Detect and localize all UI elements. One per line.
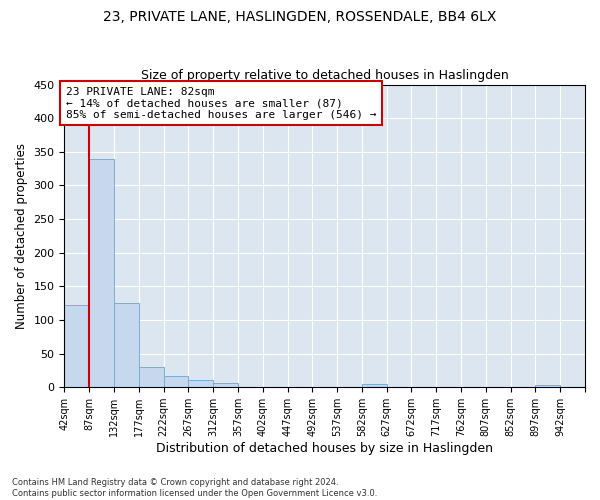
Bar	[188, 380, 213, 387]
Text: Contains HM Land Registry data © Crown copyright and database right 2024.
Contai: Contains HM Land Registry data © Crown c…	[12, 478, 377, 498]
Bar	[64, 305, 89, 387]
Text: 23, PRIVATE LANE, HASLINGDEN, ROSSENDALE, BB4 6LX: 23, PRIVATE LANE, HASLINGDEN, ROSSENDALE…	[103, 10, 497, 24]
Bar	[535, 385, 560, 387]
Bar	[139, 367, 164, 387]
Bar	[89, 158, 114, 387]
Bar	[362, 384, 386, 387]
Text: 23 PRIVATE LANE: 82sqm
← 14% of detached houses are smaller (87)
85% of semi-det: 23 PRIVATE LANE: 82sqm ← 14% of detached…	[65, 86, 376, 120]
X-axis label: Distribution of detached houses by size in Haslingden: Distribution of detached houses by size …	[156, 442, 493, 455]
Bar	[114, 303, 139, 387]
Bar	[164, 376, 188, 387]
Bar	[213, 383, 238, 387]
Title: Size of property relative to detached houses in Haslingden: Size of property relative to detached ho…	[141, 69, 509, 82]
Y-axis label: Number of detached properties: Number of detached properties	[15, 143, 28, 329]
